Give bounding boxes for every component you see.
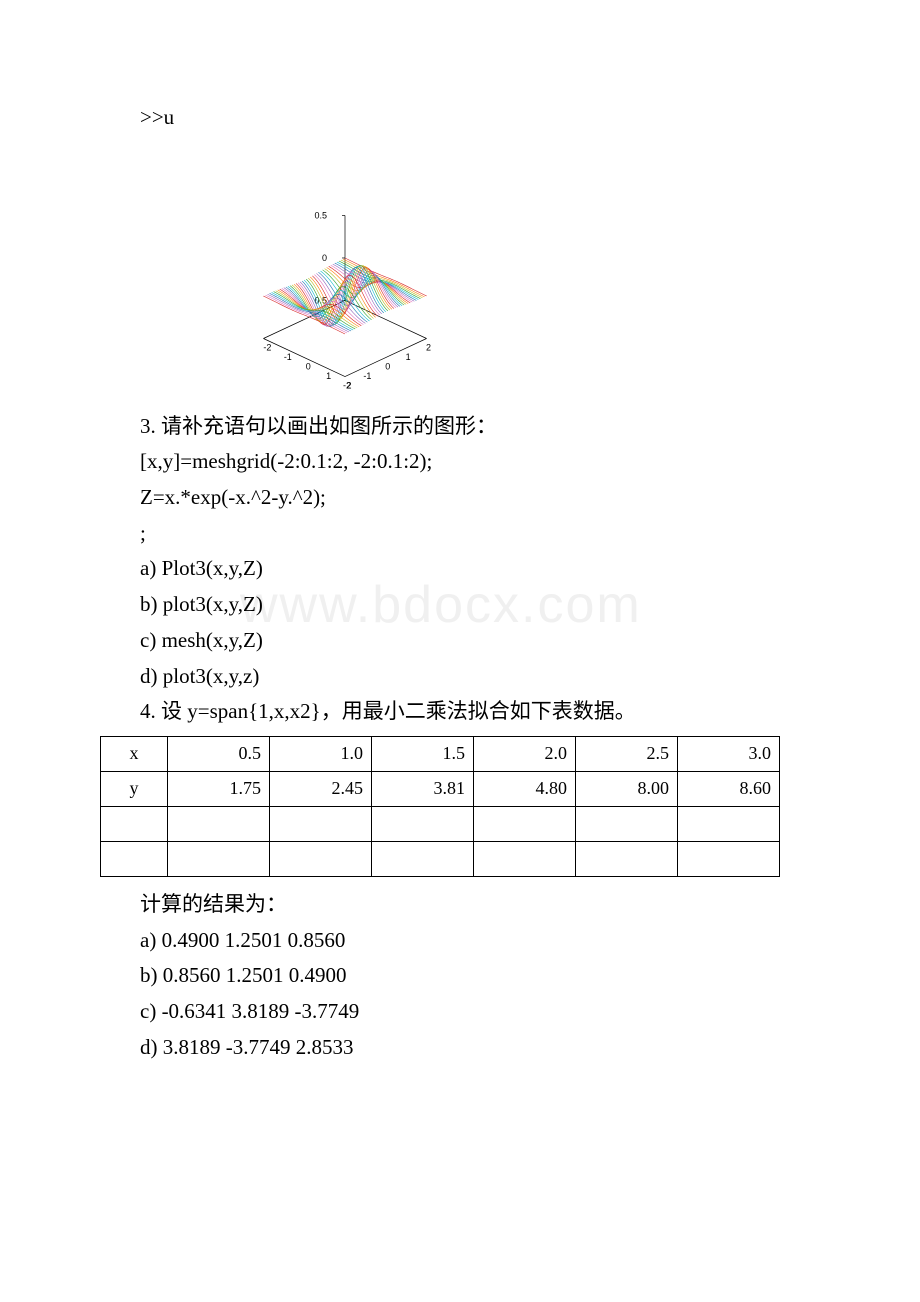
svg-text:0: 0 <box>306 361 311 371</box>
svg-text:-1: -1 <box>284 352 292 362</box>
table-cell: x <box>101 736 168 771</box>
table-cell <box>168 841 270 876</box>
table-cell: 1.0 <box>270 736 372 771</box>
table-cell: 4.80 <box>474 771 576 806</box>
table-cell <box>101 806 168 841</box>
table-row <box>101 806 780 841</box>
table-cell: 0.5 <box>168 736 270 771</box>
q3-code2: Z=x.*exp(-x.^2-y.^2); <box>140 480 780 516</box>
table-cell <box>576 841 678 876</box>
q3-code3: ; <box>140 516 780 552</box>
table-cell <box>474 841 576 876</box>
table-cell: 1.5 <box>372 736 474 771</box>
table-cell: 1.75 <box>168 771 270 806</box>
table-cell: 3.0 <box>678 736 780 771</box>
q3-option-a: a) Plot3(x,y,Z) <box>140 551 780 587</box>
svg-text:0.5: 0.5 <box>314 210 327 220</box>
svg-text:-2: -2 <box>343 380 351 390</box>
table-cell <box>168 806 270 841</box>
table-cell: 2.45 <box>270 771 372 806</box>
q4-option-d: d) 3.8189 -3.7749 2.8533 <box>140 1030 780 1066</box>
svg-text:-2: -2 <box>263 342 271 352</box>
q4-option-b: b) 0.8560 1.2501 0.4900 <box>140 958 780 994</box>
table-row <box>101 841 780 876</box>
svg-text:1: 1 <box>406 352 411 362</box>
q3-prompt: 3. 请补充语句以画出如图所示的图形： <box>140 409 780 445</box>
svg-text:0: 0 <box>385 361 390 371</box>
table-cell <box>474 806 576 841</box>
svg-text:0: 0 <box>322 253 327 263</box>
q3-option-b: b) plot3(x,y,Z) <box>140 587 780 623</box>
svg-text:2: 2 <box>426 342 431 352</box>
svg-text:-1: -1 <box>363 371 371 381</box>
q4-option-c: c) -0.6341 3.8189 -3.7749 <box>140 994 780 1030</box>
table-cell <box>270 806 372 841</box>
table-row: y 1.75 2.45 3.81 4.80 8.00 8.60 <box>101 771 780 806</box>
table-cell <box>270 841 372 876</box>
q3-option-d: d) plot3(x,y,z) <box>140 659 780 695</box>
q4-data-table: x 0.5 1.0 1.5 2.0 2.5 3.0 y 1.75 2.45 3.… <box>100 736 780 877</box>
q3-option-c: c) mesh(x,y,Z) <box>140 623 780 659</box>
table-cell: y <box>101 771 168 806</box>
q4-option-a: a) 0.4900 1.2501 0.8560 <box>140 923 780 959</box>
table-cell: 2.5 <box>576 736 678 771</box>
table-cell <box>372 806 474 841</box>
q4-prompt: 4. 设 y=span{1,x,x2}，用最小二乘法拟合如下表数据。 <box>140 694 780 730</box>
table-cell: 2.0 <box>474 736 576 771</box>
table-cell <box>576 806 678 841</box>
table-cell <box>678 806 780 841</box>
q3-code1: [x,y]=meshgrid(-2:0.1:2, -2:0.1:2); <box>140 444 780 480</box>
table-cell: 3.81 <box>372 771 474 806</box>
table-cell: 8.00 <box>576 771 678 806</box>
table-cell <box>101 841 168 876</box>
table-row: x 0.5 1.0 1.5 2.0 2.5 3.0 <box>101 736 780 771</box>
table-cell <box>678 841 780 876</box>
code-prompt: >>u <box>140 100 780 136</box>
q4-result-label: 计算的结果为： <box>140 887 780 923</box>
table-cell <box>372 841 474 876</box>
surface-plot: 0.500.5210-1-2210-1-2 <box>175 191 525 391</box>
svg-text:1: 1 <box>326 371 331 381</box>
table-cell: 8.60 <box>678 771 780 806</box>
